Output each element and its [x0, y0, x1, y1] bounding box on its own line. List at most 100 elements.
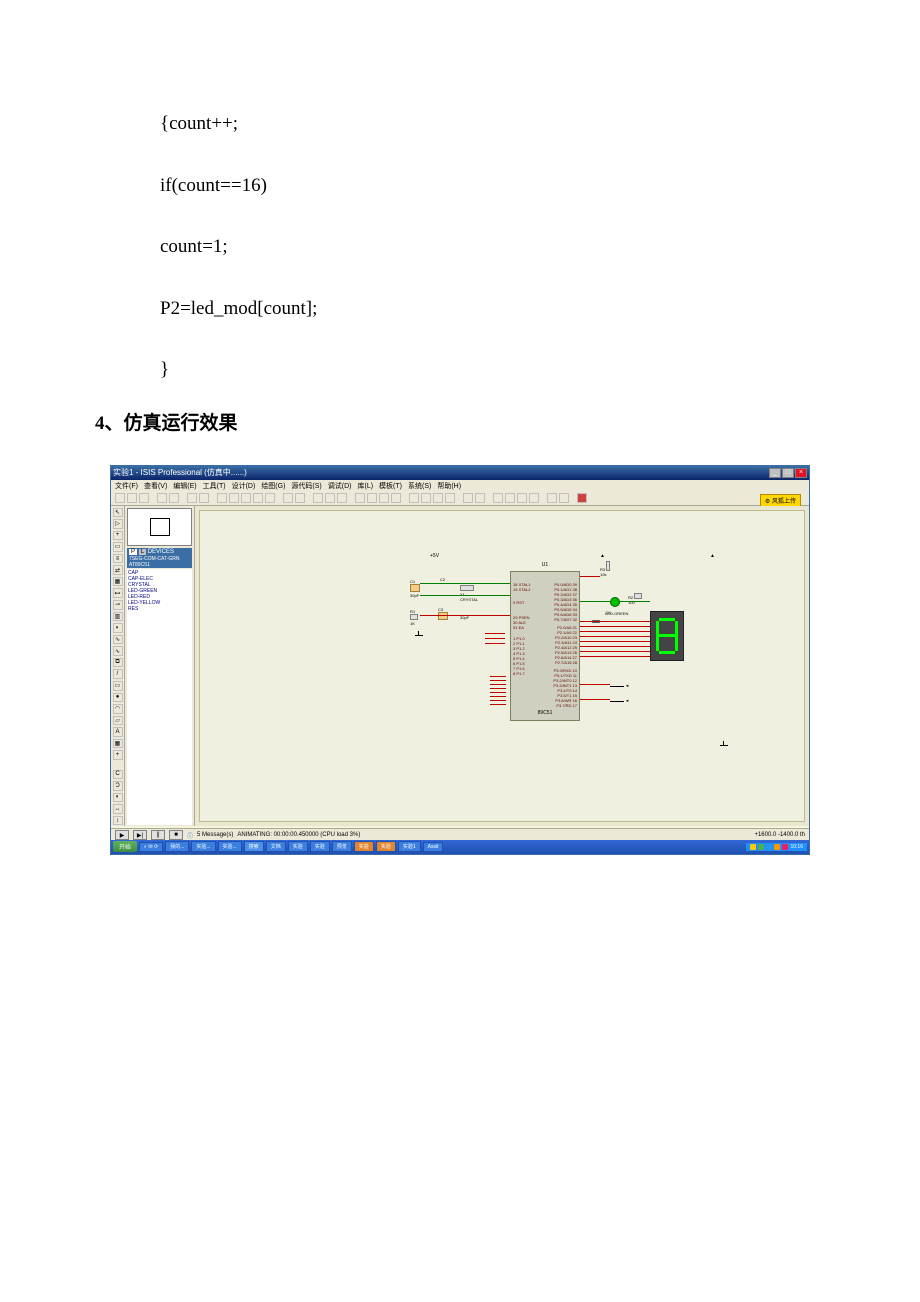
lt-terminal-icon[interactable]: ⊷ [113, 588, 123, 598]
task-item[interactable]: 实验 [288, 841, 308, 852]
menu-help[interactable]: 帮助(H) [437, 481, 461, 491]
lt-angle-icon[interactable]: ◐ [113, 793, 123, 803]
menu-view[interactable]: 查看(V) [144, 481, 167, 491]
schematic-canvas[interactable]: +5V ▲ ▲ C1 30pF C2 [195, 506, 809, 826]
task-item[interactable]: 实验1 [398, 841, 421, 852]
tb-print-icon[interactable] [157, 493, 167, 503]
sim-pause-button[interactable]: || [151, 830, 165, 840]
lt-select-icon[interactable]: ↖ [113, 508, 123, 518]
menu-library[interactable]: 库(L) [357, 481, 373, 491]
tb-copy-icon[interactable] [325, 493, 335, 503]
tb-save-icon[interactable] [139, 493, 149, 503]
r3-resistor[interactable]: R3 10k [600, 561, 610, 577]
menu-design[interactable]: 设计(D) [232, 481, 256, 491]
switch-1[interactable]: ◄ [610, 681, 629, 688]
tb-property-icon[interactable] [493, 493, 503, 503]
tb-make-icon[interactable] [421, 493, 431, 503]
tray-icon[interactable] [782, 844, 788, 850]
menu-edit[interactable]: 编辑(E) [173, 481, 196, 491]
tb-refresh-icon[interactable] [187, 493, 197, 503]
sim-stop-button[interactable]: ■ [169, 830, 183, 840]
tb-wire-icon[interactable] [463, 493, 473, 503]
lt-label-icon[interactable]: ▭ [113, 542, 123, 552]
start-button[interactable]: 开始 [113, 841, 137, 852]
menu-source[interactable]: 源代码(S) [291, 481, 321, 491]
tb-cut-icon[interactable] [313, 493, 323, 503]
mcu-chip[interactable]: U1 18 XTAL1 19 XTAL2 9 RST 29 PSEN 30 AL… [510, 571, 580, 721]
tb-paste-icon[interactable] [337, 493, 347, 503]
tb-grid-icon[interactable] [199, 493, 209, 503]
tb-pick-icon[interactable] [409, 493, 419, 503]
cap-c3-icon[interactable] [438, 612, 448, 620]
task-item[interactable]: 实验... [191, 841, 215, 852]
tb-search-icon[interactable] [475, 493, 485, 503]
minimize-button[interactable]: _ [769, 468, 781, 478]
lt-box-icon[interactable]: ● [113, 693, 123, 703]
cap-c1-icon[interactable] [410, 584, 420, 592]
l-button[interactable]: L [139, 549, 146, 555]
lt-pin-icon[interactable]: ⊸ [113, 600, 123, 610]
led-d1[interactable]: D1 [610, 597, 620, 607]
lt-probe-i-icon[interactable]: ⧉ [113, 658, 123, 668]
task-item[interactable]: 文档 [266, 841, 286, 852]
quick-launch[interactable]: ◐ ✉ ⟳ [139, 842, 163, 852]
task-item[interactable]: 实验 [310, 841, 330, 852]
lt-component-icon[interactable]: ▷ [113, 519, 123, 529]
tb-undo-icon[interactable] [283, 493, 293, 503]
task-item[interactable]: 实验... [218, 841, 242, 852]
tb-delete-icon[interactable] [391, 493, 401, 503]
tray-icon[interactable] [774, 844, 780, 850]
lt-line-icon[interactable]: ▭ [113, 681, 123, 691]
lt-rotate-ccw-icon[interactable]: Ɔ [113, 781, 123, 791]
p-button[interactable]: P [129, 549, 137, 555]
lt-graph-icon[interactable]: ▥ [113, 612, 123, 622]
seven-segment-display[interactable] [650, 611, 684, 661]
lt-probe-v-icon[interactable]: ∿ [113, 646, 123, 656]
close-button[interactable]: × [795, 468, 807, 478]
tb-3d-icon[interactable] [559, 493, 569, 503]
menu-graph[interactable]: 绘图(G) [261, 481, 285, 491]
tb-zoomout-icon[interactable] [253, 493, 263, 503]
crystal-icon[interactable] [460, 585, 474, 591]
lt-text-icon[interactable]: ≡ [113, 554, 123, 564]
lt-arc-icon[interactable]: ▱ [113, 716, 123, 726]
tb-move-icon[interactable] [367, 493, 377, 503]
lt-junction-icon[interactable]: + [113, 531, 123, 541]
tray-icon[interactable] [758, 844, 764, 850]
sim-step-button[interactable]: ▶| [133, 830, 147, 840]
tb-area-icon[interactable] [169, 493, 179, 503]
r2-resistor[interactable]: R2 100 [628, 593, 642, 605]
tb-package-icon[interactable] [433, 493, 443, 503]
lt-rotate-cw-icon[interactable]: C [113, 770, 123, 780]
lt-circle-icon[interactable]: ◠ [113, 704, 123, 714]
tb-zoomall-icon[interactable] [265, 493, 275, 503]
system-tray[interactable]: 10:16 [746, 843, 807, 851]
tb-zoomin-icon[interactable] [241, 493, 251, 503]
lt-path-icon[interactable]: A [113, 727, 123, 737]
tb-netlist-icon[interactable] [517, 493, 527, 503]
lt-bus-icon[interactable]: ⇄ [113, 565, 123, 575]
task-item[interactable]: 我的... [165, 841, 189, 852]
tb-origin-icon[interactable] [217, 493, 227, 503]
tb-erc-icon[interactable] [505, 493, 515, 503]
menu-debug[interactable]: 调试(D) [328, 481, 352, 491]
device-row-2[interactable]: AT89C51 [127, 562, 192, 568]
lt-instr-icon[interactable]: / [113, 669, 123, 679]
tb-redo-icon[interactable] [295, 493, 305, 503]
menu-file[interactable]: 文件(F) [115, 481, 138, 491]
tb-new-icon[interactable] [115, 493, 125, 503]
tray-icon[interactable] [766, 844, 772, 850]
lt-symbol-icon[interactable]: + [113, 750, 123, 760]
menu-tools[interactable]: 工具(T) [203, 481, 226, 491]
res-r1-icon[interactable] [410, 614, 418, 620]
tray-icon[interactable] [750, 844, 756, 850]
device-item[interactable]: RES [128, 606, 191, 612]
task-item[interactable]: 预览 [332, 841, 352, 852]
lt-subcircuit-icon[interactable]: ▦ [113, 577, 123, 587]
task-item[interactable]: 实验 [354, 841, 374, 852]
tb-block-icon[interactable] [355, 493, 365, 503]
switch-2[interactable]: ◄ [610, 696, 629, 703]
lt-text2-icon[interactable]: ▦ [113, 739, 123, 749]
tb-ares-icon[interactable] [547, 493, 557, 503]
tb-decomp-icon[interactable] [445, 493, 455, 503]
